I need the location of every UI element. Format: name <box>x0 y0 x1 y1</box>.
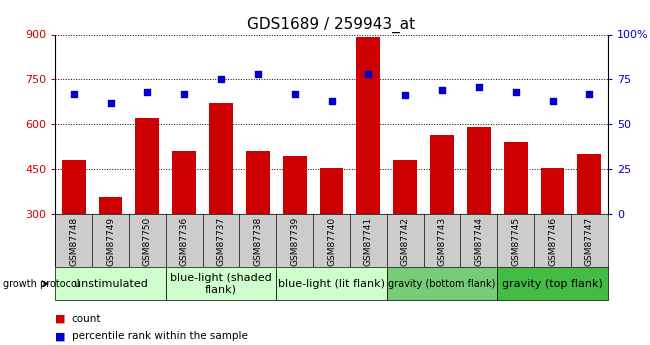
Text: unstimulated: unstimulated <box>73 279 148 289</box>
Point <box>68 91 79 97</box>
Text: GSM87736: GSM87736 <box>179 217 188 266</box>
Text: ■: ■ <box>55 314 66 324</box>
Bar <box>55 267 166 300</box>
Point <box>289 91 300 97</box>
Bar <box>393 160 417 214</box>
Bar <box>356 38 380 214</box>
Point <box>437 87 447 93</box>
Point <box>142 89 153 95</box>
Point <box>105 100 116 106</box>
Text: GSM87740: GSM87740 <box>327 217 336 266</box>
Bar <box>135 118 159 214</box>
Title: GDS1689 / 259943_at: GDS1689 / 259943_at <box>248 17 415 33</box>
Bar <box>504 142 528 214</box>
Point <box>253 71 263 77</box>
Bar <box>430 135 454 214</box>
Text: GSM87746: GSM87746 <box>548 217 557 266</box>
Point <box>179 91 189 97</box>
Bar <box>246 151 270 214</box>
Text: percentile rank within the sample: percentile rank within the sample <box>72 332 248 341</box>
Bar <box>497 267 608 300</box>
Point <box>510 89 521 95</box>
Text: GSM87742: GSM87742 <box>400 217 410 266</box>
Text: growth protocol: growth protocol <box>3 279 80 289</box>
Text: count: count <box>72 314 101 324</box>
Bar <box>387 267 497 300</box>
Bar <box>99 197 122 214</box>
Bar <box>577 154 601 214</box>
Text: blue-light (shaded
flank): blue-light (shaded flank) <box>170 273 272 295</box>
Bar <box>209 103 233 214</box>
Point <box>216 77 226 82</box>
Text: GSM87737: GSM87737 <box>216 217 226 266</box>
Bar <box>467 127 491 214</box>
Point <box>326 98 337 104</box>
Text: GSM87743: GSM87743 <box>437 217 447 266</box>
Point <box>474 84 484 89</box>
Point <box>363 71 374 77</box>
Bar <box>283 156 307 214</box>
Bar <box>172 151 196 214</box>
Text: GSM87741: GSM87741 <box>364 217 373 266</box>
Text: GSM87748: GSM87748 <box>69 217 78 266</box>
Point <box>400 93 410 98</box>
Bar <box>541 168 564 214</box>
Text: GSM87739: GSM87739 <box>290 217 299 266</box>
Text: GSM87744: GSM87744 <box>474 217 484 266</box>
Point <box>584 91 595 97</box>
Text: GSM87738: GSM87738 <box>254 217 263 266</box>
Text: gravity (bottom flank): gravity (bottom flank) <box>388 279 496 289</box>
Text: GSM87745: GSM87745 <box>511 217 520 266</box>
Bar <box>276 267 387 300</box>
Text: GSM87747: GSM87747 <box>585 217 594 266</box>
Point <box>547 98 558 104</box>
Text: blue-light (lit flank): blue-light (lit flank) <box>278 279 385 289</box>
Bar <box>62 160 86 214</box>
Text: GSM87750: GSM87750 <box>143 217 152 266</box>
Bar <box>320 168 343 214</box>
Text: GSM87749: GSM87749 <box>106 217 115 266</box>
Text: ■: ■ <box>55 332 66 341</box>
Bar <box>166 267 276 300</box>
Text: gravity (top flank): gravity (top flank) <box>502 279 603 289</box>
